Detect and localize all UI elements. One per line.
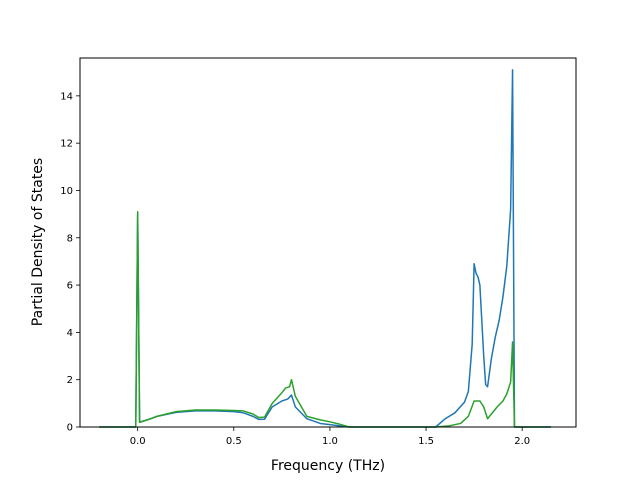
series-line-2	[99, 211, 552, 428]
y-tick-label: 8	[67, 233, 73, 244]
y-tick-label: 0	[67, 423, 73, 434]
x-tick-label: 2.0	[514, 436, 530, 447]
x-axis-ticks: 0.0 0.5 1.0 1.5 2.0	[130, 427, 530, 447]
y-tick-label: 12	[60, 139, 73, 150]
y-tick-label: 14	[60, 91, 73, 102]
x-tick-label: 0.5	[226, 436, 242, 447]
x-tick-label: 0.0	[130, 436, 146, 447]
plot-area-frame	[79, 57, 577, 428]
y-axis-label: Partial Density of States	[30, 158, 46, 326]
y-axis-ticks: 0 2 4 6 8 10 12 14	[60, 91, 80, 434]
x-tick-label: 1.5	[418, 436, 434, 447]
x-axis-label: Frequency (THz)	[271, 458, 385, 474]
y-tick-label: 6	[67, 281, 73, 292]
x-tick-label: 1.0	[322, 436, 338, 447]
y-tick-label: 2	[67, 375, 73, 386]
y-tick-label: 10	[60, 186, 73, 197]
y-tick-label: 4	[67, 328, 73, 339]
